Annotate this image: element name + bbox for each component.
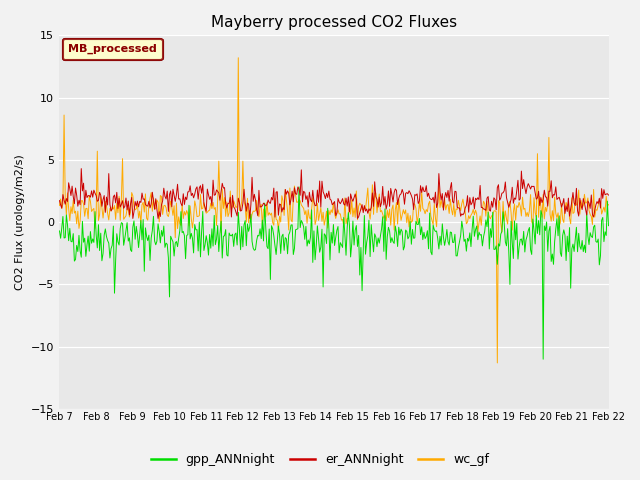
- Y-axis label: CO2 Flux (urology/m2/s): CO2 Flux (urology/m2/s): [15, 154, 25, 290]
- Title: Mayberry processed CO2 Fluxes: Mayberry processed CO2 Fluxes: [211, 15, 457, 30]
- Legend: gpp_ANNnight, er_ANNnight, wc_gf: gpp_ANNnight, er_ANNnight, wc_gf: [145, 448, 495, 471]
- Legend: MB_processed: MB_processed: [63, 39, 163, 60]
